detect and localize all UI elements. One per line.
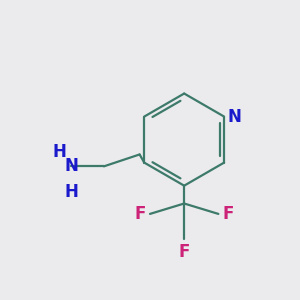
Text: H: H [64, 183, 78, 201]
Text: N: N [228, 108, 242, 126]
Text: H: H [52, 143, 66, 161]
Text: F: F [178, 243, 190, 261]
Text: F: F [134, 205, 146, 223]
Text: F: F [223, 205, 234, 223]
Text: N: N [64, 157, 78, 175]
